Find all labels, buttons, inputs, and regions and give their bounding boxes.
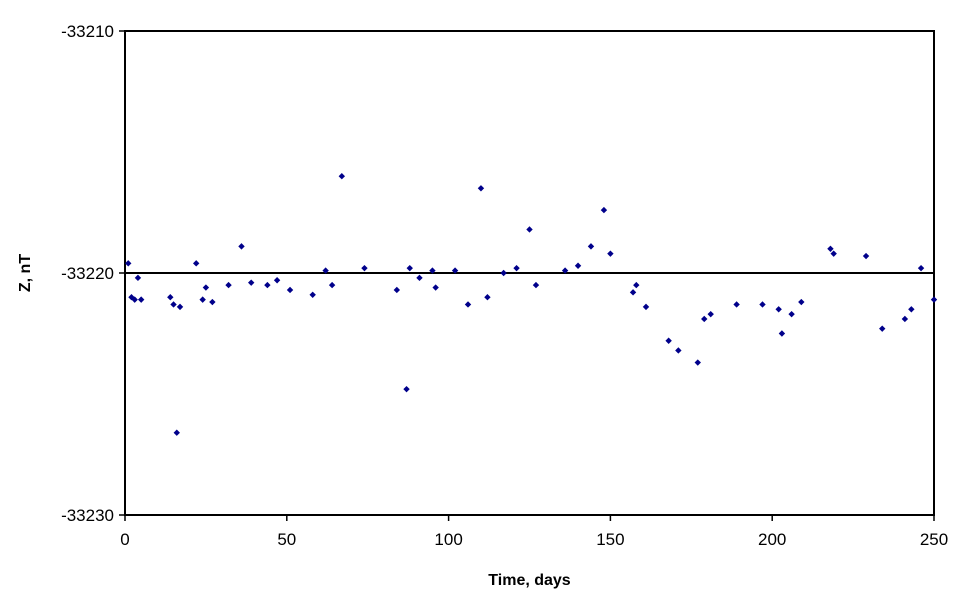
y-tick-label: -33210 <box>61 22 114 41</box>
data-point <box>733 301 740 308</box>
data-point <box>917 264 925 272</box>
data-point <box>286 286 294 294</box>
data-point <box>862 252 870 260</box>
y-tick-label: -33230 <box>61 506 114 525</box>
data-point <box>429 267 436 274</box>
data-points <box>125 173 938 436</box>
data-point <box>225 281 232 289</box>
data-point <box>484 294 491 301</box>
data-point <box>908 306 915 313</box>
plot-area <box>124 30 935 516</box>
data-point <box>403 385 410 393</box>
data-point <box>629 289 637 296</box>
data-point <box>574 262 582 269</box>
data-point <box>759 301 766 308</box>
data-point <box>176 303 184 311</box>
data-point <box>665 337 672 344</box>
data-point <box>500 269 507 277</box>
x-tick-label: 100 <box>434 530 462 549</box>
data-point <box>264 281 271 289</box>
data-point <box>827 245 834 252</box>
data-point <box>393 286 401 294</box>
data-point <box>192 260 200 267</box>
data-point <box>879 325 886 332</box>
data-point <box>167 294 174 301</box>
x-axis-label: Time, days <box>488 572 571 589</box>
data-point <box>137 296 145 303</box>
data-point <box>707 310 714 318</box>
data-point <box>694 359 701 366</box>
axis-ticks: 0 50 100 150 200 250 -33210 -33220 -33230 <box>61 22 948 549</box>
data-point <box>930 296 938 303</box>
data-point <box>513 264 520 272</box>
data-point <box>273 277 281 284</box>
x-tick-label: 250 <box>920 530 948 549</box>
data-point <box>309 291 316 298</box>
data-point <box>406 264 413 272</box>
y-axis-label: Z, nT <box>17 254 34 292</box>
data-point <box>778 330 786 337</box>
data-point <box>830 250 837 257</box>
data-point <box>131 296 138 303</box>
data-point <box>134 274 142 282</box>
x-tick-label: 200 <box>758 530 786 549</box>
data-point <box>416 274 423 282</box>
data-point <box>901 315 909 323</box>
data-point <box>199 296 206 303</box>
data-point <box>798 298 805 306</box>
data-point <box>170 301 177 308</box>
y-tick-label: -33220 <box>61 264 114 283</box>
data-point <box>600 206 608 214</box>
data-point <box>248 279 255 286</box>
x-tick-label: 0 <box>120 530 129 549</box>
data-point <box>238 243 245 250</box>
data-point <box>125 260 132 267</box>
data-point <box>775 306 782 313</box>
data-point <box>607 250 614 257</box>
data-point <box>701 315 708 323</box>
data-point <box>338 173 346 180</box>
data-point <box>526 226 533 233</box>
data-point <box>361 264 368 272</box>
data-point <box>587 243 595 250</box>
data-point <box>322 267 329 274</box>
x-tick-label: 50 <box>277 530 296 549</box>
x-tick-label: 150 <box>596 530 624 549</box>
data-point <box>173 429 180 436</box>
data-point <box>788 310 795 318</box>
data-point <box>532 281 540 289</box>
data-point <box>202 284 210 291</box>
data-point <box>633 281 640 289</box>
data-point <box>328 281 336 289</box>
data-point <box>209 298 216 306</box>
data-point <box>561 267 569 274</box>
data-point <box>464 301 472 308</box>
data-point <box>432 284 439 291</box>
data-point <box>642 303 650 311</box>
data-point <box>477 185 485 192</box>
data-point <box>451 267 459 274</box>
data-point <box>675 347 682 354</box>
